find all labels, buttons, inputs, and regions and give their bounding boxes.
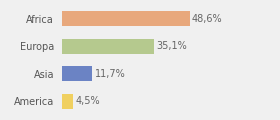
Bar <box>62 94 73 109</box>
Bar <box>62 39 154 54</box>
Text: 48,6%: 48,6% <box>192 14 223 24</box>
Bar <box>62 66 92 81</box>
Text: 4,5%: 4,5% <box>76 96 100 106</box>
Bar <box>62 11 190 26</box>
Text: 35,1%: 35,1% <box>156 41 187 51</box>
Text: 11,7%: 11,7% <box>95 69 125 79</box>
